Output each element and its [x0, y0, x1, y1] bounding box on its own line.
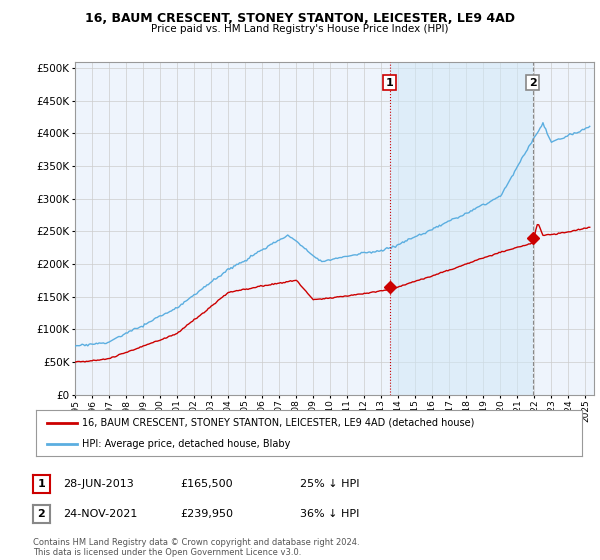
- Text: 28-JUN-2013: 28-JUN-2013: [63, 479, 134, 489]
- Text: £239,950: £239,950: [180, 509, 233, 519]
- Text: Price paid vs. HM Land Registry's House Price Index (HPI): Price paid vs. HM Land Registry's House …: [151, 24, 449, 34]
- Text: £165,500: £165,500: [180, 479, 233, 489]
- Text: 36% ↓ HPI: 36% ↓ HPI: [300, 509, 359, 519]
- Text: HPI: Average price, detached house, Blaby: HPI: Average price, detached house, Blab…: [82, 439, 291, 449]
- Text: 16, BAUM CRESCENT, STONEY STANTON, LEICESTER, LE9 4AD: 16, BAUM CRESCENT, STONEY STANTON, LEICE…: [85, 12, 515, 25]
- Text: 1: 1: [386, 77, 394, 87]
- Text: 16, BAUM CRESCENT, STONEY STANTON, LEICESTER, LE9 4AD (detached house): 16, BAUM CRESCENT, STONEY STANTON, LEICE…: [82, 418, 475, 428]
- Text: Contains HM Land Registry data © Crown copyright and database right 2024.
This d: Contains HM Land Registry data © Crown c…: [33, 538, 359, 557]
- Text: 2: 2: [38, 509, 45, 519]
- Text: 2: 2: [529, 77, 536, 87]
- Text: 24-NOV-2021: 24-NOV-2021: [63, 509, 137, 519]
- Bar: [389, 62, 533, 395]
- Text: 25% ↓ HPI: 25% ↓ HPI: [300, 479, 359, 489]
- Text: 1: 1: [38, 479, 45, 489]
